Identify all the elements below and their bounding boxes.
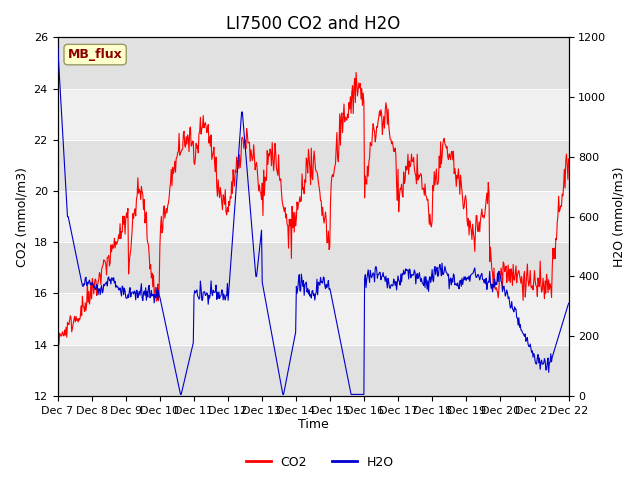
Bar [58,140,568,191]
Legend: CO2, H2O: CO2, H2O [241,451,399,474]
Y-axis label: H2O (mmol/m3): H2O (mmol/m3) [612,167,625,267]
Y-axis label: CO2 (mmol/m3): CO2 (mmol/m3) [15,167,28,266]
Bar [58,242,568,293]
Bar [58,345,568,396]
X-axis label: Time: Time [298,419,328,432]
Bar [58,37,568,88]
Title: LI7500 CO2 and H2O: LI7500 CO2 and H2O [226,15,400,33]
Text: MB_flux: MB_flux [68,48,122,61]
